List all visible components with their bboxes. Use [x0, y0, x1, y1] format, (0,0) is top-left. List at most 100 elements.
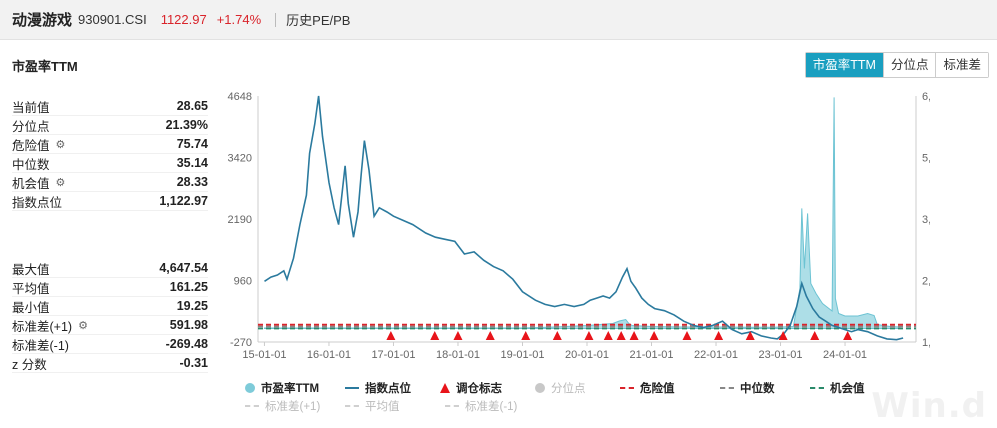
y-right-tick-label: 3,935: [922, 214, 930, 226]
rebalance-marker: [603, 331, 613, 340]
legend-item[interactable]: 标准差(+1): [245, 398, 345, 414]
rebalance-marker: [745, 331, 755, 340]
index-price: 1122.97: [160, 12, 207, 27]
stat-row: 机会值 ⚙ 28.33: [12, 173, 208, 192]
x-tick-label: 23-01-01: [759, 349, 803, 361]
stat-value: 591.98: [169, 318, 208, 332]
triangle-icon: [440, 383, 450, 393]
x-tick-label: 19-01-01: [500, 349, 544, 361]
legend-item[interactable]: 指数点位: [345, 380, 440, 396]
circle-icon: [535, 383, 545, 393]
btn-percentile[interactable]: 分位点: [882, 53, 936, 77]
stat-value: 35.14: [176, 156, 208, 170]
stat-row: 危险值 ⚙ 75.74: [12, 135, 208, 154]
stat-row: z 分数 -0.31: [12, 354, 208, 373]
rebalance-marker: [386, 331, 396, 340]
rebalance-marker: [430, 331, 440, 340]
legend-item[interactable]: 危险值: [620, 380, 720, 396]
legend-item[interactable]: 标准差(-1): [445, 398, 545, 414]
index-level-line: [264, 95, 904, 341]
legend-label: 机会值: [830, 383, 865, 395]
stat-label: 当前值: [12, 100, 50, 115]
stat-value: 28.33: [176, 175, 208, 189]
stat-value: 21.39%: [165, 118, 208, 132]
stat-label: 危险值: [12, 138, 50, 153]
watermark: Win.d: [871, 386, 987, 426]
stat-value: 4,647.54: [159, 261, 208, 275]
stat-label: 平均值: [12, 281, 50, 296]
stat-label: 指数点位: [12, 195, 63, 210]
stat-row: 标准差(+1) ⚙ 591.98: [12, 316, 208, 335]
rebalance-marker: [584, 331, 594, 340]
stat-value: -269.48: [165, 337, 208, 351]
circle-icon: [245, 383, 255, 393]
line-icon: [345, 387, 359, 389]
x-tick-label: 21-01-01: [629, 349, 673, 361]
stat-label: 最小值: [12, 300, 50, 315]
rebalance-marker: [521, 331, 531, 340]
x-tick-label: 22-01-01: [694, 349, 738, 361]
btn-std-dev[interactable]: 标准差: [935, 53, 988, 77]
y-left-tick-label: 4648: [228, 91, 252, 103]
y-right-tick-label: 2,470: [922, 275, 930, 287]
legend-row: 标准差(+1) 平均值 标准差(-1): [245, 397, 925, 415]
rebalance-marker: [552, 331, 562, 340]
stat-label: 机会值: [12, 176, 50, 191]
x-tick-label: 15-01-01: [242, 349, 286, 361]
gear-icon[interactable]: ⚙: [55, 176, 66, 189]
dash-icon: [810, 387, 824, 389]
legend-item[interactable]: 调仓标志: [440, 380, 535, 396]
index-change: +1.74%: [216, 12, 262, 27]
stats-range-block: 最大值 4,647.54 平均值 161.25 最小值 19.25 标准差(+1) ⚙ 591.…: [12, 259, 208, 373]
legend-label: 平均值: [365, 401, 400, 413]
x-tick-label: 20-01-01: [565, 349, 609, 361]
rebalance-marker: [649, 331, 659, 340]
legend-label: 指数点位: [365, 383, 411, 395]
legend-label: 危险值: [640, 383, 675, 395]
rebalance-marker: [714, 331, 724, 340]
index-code: 930901.CSI: [78, 12, 147, 27]
stat-label: 中位数: [12, 157, 50, 172]
legend-label: 调仓标志: [456, 383, 502, 395]
stat-row: 指数点位 1,122.97: [12, 192, 208, 211]
gear-icon[interactable]: ⚙: [55, 138, 66, 151]
stat-value: 1,122.97: [159, 194, 208, 208]
legend-label: 中位数: [740, 383, 775, 395]
rebalance-marker: [616, 331, 626, 340]
legend-item[interactable]: 中位数: [720, 380, 810, 396]
legend-item[interactable]: 分位点: [535, 380, 620, 396]
header-divider: [275, 12, 277, 27]
btn-pe-ttm[interactable]: 市盈率TTM: [805, 53, 883, 77]
legend-label: 标准差(+1): [265, 401, 321, 413]
stat-row: 最大值 4,647.54: [12, 259, 208, 278]
stat-label: 分位点: [12, 119, 50, 134]
stat-value: 75.74: [176, 137, 208, 151]
tab-historical-pe-pb[interactable]: 历史PE/PB: [286, 13, 351, 28]
stat-value: 28.65: [176, 99, 208, 113]
rebalance-marker: [843, 331, 853, 340]
dash-icon: [345, 405, 359, 407]
stat-value: -0.31: [179, 356, 209, 370]
rebalance-marker: [629, 331, 639, 340]
rebalance-marker: [682, 331, 692, 340]
y-left-tick-label: 960: [234, 275, 252, 287]
gear-icon[interactable]: ⚙: [78, 319, 88, 332]
stat-row: 中位数 35.14: [12, 154, 208, 173]
legend-item[interactable]: 机会值: [810, 380, 900, 396]
x-tick-label: 16-01-01: [307, 349, 351, 361]
legend-item[interactable]: 平均值: [345, 398, 445, 414]
stat-row: 当前值 28.65: [12, 97, 208, 116]
legend-item[interactable]: 市盈率TTM: [245, 380, 345, 396]
y-right-tick-label: 1,005: [922, 337, 930, 349]
legend-label: 标准差(-1): [465, 401, 518, 413]
legend-label: 分位点: [551, 383, 586, 395]
rebalance-marker: [810, 331, 820, 340]
stat-value: 19.25: [176, 299, 208, 313]
pe-ttm-area: [263, 97, 901, 329]
stat-label: 最大值: [12, 262, 50, 277]
stat-row: 分位点 21.39%: [12, 116, 208, 135]
legend-row: 市盈率TTM 指数点位 调仓标志 分位点 危险值 中位数 机会值: [245, 379, 925, 397]
y-right-tick-label: 6,863: [922, 91, 930, 103]
rebalance-marker: [778, 331, 788, 340]
rebalance-marker: [485, 331, 495, 340]
